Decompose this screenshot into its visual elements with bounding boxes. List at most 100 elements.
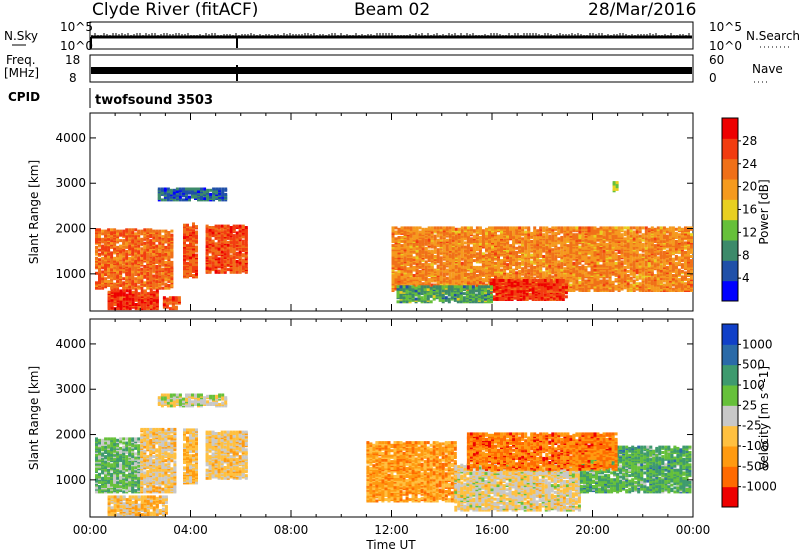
power-cell <box>232 224 236 228</box>
power-cell <box>451 226 455 230</box>
power-cell <box>155 260 159 264</box>
power-cell <box>215 187 219 191</box>
power-cell <box>101 273 105 277</box>
power-cell <box>430 249 434 253</box>
power-cell <box>226 224 230 228</box>
power-cell <box>524 246 528 250</box>
power-cell <box>113 269 117 272</box>
power-cell <box>587 233 591 237</box>
power-cell <box>478 236 482 239</box>
power-cell <box>152 269 156 272</box>
power-cell <box>569 259 573 263</box>
power-cell <box>472 240 476 243</box>
power-cell <box>168 307 172 311</box>
power-cell <box>128 285 132 289</box>
power-cell <box>406 237 410 241</box>
power-cell <box>478 255 482 258</box>
power-cell <box>149 270 153 274</box>
power-cell <box>554 255 558 258</box>
power-cell <box>119 244 123 248</box>
power-cell <box>515 234 519 238</box>
power-cell <box>235 224 239 228</box>
power-cell <box>164 256 168 260</box>
power-cell <box>205 236 209 240</box>
power-cell <box>146 300 150 304</box>
power-cell <box>421 282 425 286</box>
power-cell <box>500 268 503 272</box>
power-cell <box>454 264 458 268</box>
power-cell <box>527 233 531 237</box>
power-cell <box>620 284 624 288</box>
power-cell <box>170 233 174 237</box>
power-cell <box>494 252 497 256</box>
nave-label: Nave <box>752 62 783 76</box>
power-cell <box>116 279 120 283</box>
power-cell <box>134 284 138 287</box>
power-cell <box>512 274 516 277</box>
power-cell <box>244 254 248 258</box>
power-cell <box>232 245 236 248</box>
power-cell <box>457 227 461 231</box>
power-cell <box>214 224 218 228</box>
power-cell <box>146 239 150 243</box>
power-cell <box>152 239 156 243</box>
power-cell <box>433 255 437 258</box>
power-cell <box>131 301 135 305</box>
power-cell <box>122 281 126 285</box>
power-cell <box>439 260 443 264</box>
power-cell <box>131 290 135 294</box>
power-cell <box>566 248 570 252</box>
power-cell <box>560 226 564 230</box>
power-cell <box>593 237 597 241</box>
power-cell <box>178 195 182 199</box>
power-cell <box>629 229 633 233</box>
power-cell <box>149 281 153 285</box>
power-cell <box>475 229 479 233</box>
power-cell <box>475 226 479 230</box>
power-cell <box>566 238 570 242</box>
power-cell <box>542 271 546 275</box>
power-cell <box>158 273 162 277</box>
power-cell <box>122 289 126 293</box>
power-cell <box>406 245 410 249</box>
power-cell <box>172 188 176 192</box>
power-cell <box>533 256 537 260</box>
power-cell <box>481 240 485 243</box>
power-cell <box>418 226 422 230</box>
power-cell <box>189 249 192 253</box>
power-cell <box>212 194 216 198</box>
power-cell <box>614 278 618 282</box>
power-cell <box>146 284 150 287</box>
power-cell <box>424 267 428 271</box>
power-cell <box>566 274 570 277</box>
power-cell <box>593 280 597 284</box>
power-cell <box>170 279 174 283</box>
power-cell <box>119 300 123 304</box>
power-cell <box>131 251 135 255</box>
power-cell <box>593 234 597 238</box>
power-cell <box>593 226 597 230</box>
power-cell <box>128 228 132 232</box>
power-cell <box>166 198 170 202</box>
power-cell <box>509 248 513 252</box>
power-cell <box>143 265 147 268</box>
power-cell <box>195 225 198 229</box>
power-cell <box>200 197 203 200</box>
power-cell <box>469 263 473 267</box>
power-cell <box>451 263 455 267</box>
power-cell <box>161 235 165 239</box>
power-cell <box>599 253 603 257</box>
power-cell <box>614 246 618 250</box>
power-cell <box>617 271 621 275</box>
power-cell <box>241 253 245 257</box>
power-cell <box>137 256 141 260</box>
power-cell <box>183 227 186 231</box>
power-cell <box>503 226 507 230</box>
power-cell <box>162 296 166 300</box>
power-cell <box>500 236 503 239</box>
power-cell <box>536 229 540 233</box>
power-cell <box>581 264 585 268</box>
power-cell <box>421 249 425 253</box>
power-cell <box>195 230 198 234</box>
power-cell <box>572 240 576 243</box>
